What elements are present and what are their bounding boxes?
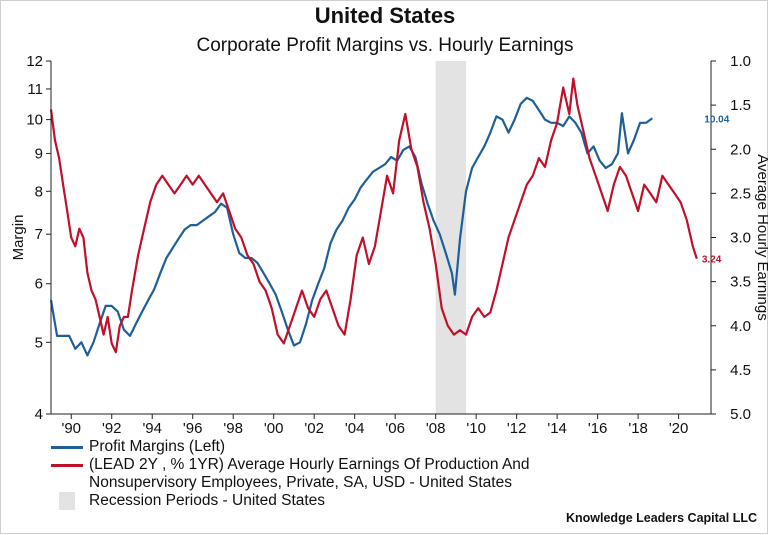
y2-tick-label: 4.0 <box>730 318 751 335</box>
y2-axis-label: Average Hourly Earnings <box>754 154 768 320</box>
x-tick-label: '90 <box>61 420 81 437</box>
x-tick-label: '00 <box>264 420 284 437</box>
y-tick-label: 11 <box>27 81 43 98</box>
axes: 4 5 6 7 8 9 10 11 12 1.0 1.5 2.0 2.5 3.0 3.5 4.0 4.5 5.0 '… <box>10 53 768 437</box>
legend-label-recession: Recession Periods - United States <box>89 492 326 509</box>
source-credit: Knowledge Leaders Capital LLC <box>565 511 757 525</box>
y2-tick-label: 2.5 <box>730 185 751 202</box>
legend-label-earnings-2: Nonsupervisory Employees, Private, SA, U… <box>89 474 512 491</box>
x-tick-label: '02 <box>304 420 324 437</box>
y2-tick-label: 4.5 <box>730 362 751 379</box>
x-tick-label: '14 <box>547 420 567 437</box>
end-label-profit-margins: 10.04 <box>704 114 729 125</box>
y2-tick-label: 3.0 <box>730 230 751 247</box>
y2-tick-label: 5.0 <box>730 406 751 423</box>
chart-title: United States <box>314 3 456 28</box>
legend-swatch-margin <box>51 446 83 449</box>
series-line-hourly-earnings <box>49 77 698 354</box>
x-tick-label: '16 <box>588 420 608 437</box>
y2-tick-label: 3.5 <box>730 274 751 291</box>
y-tick-label: 12 <box>26 53 43 70</box>
x-tick-label: '18 <box>628 420 648 437</box>
legend-label-earnings-1: (LEAD 2Y , % 1YR) Average Hourly Earning… <box>89 456 530 473</box>
y2-tick-label: 1.0 <box>730 53 751 70</box>
x-tick-label: '06 <box>385 420 405 437</box>
x-tick-label: '08 <box>426 420 446 437</box>
x-tick-label: '12 <box>507 420 527 437</box>
x-tick-label: '04 <box>345 420 365 437</box>
x-tick-label: '96 <box>183 420 203 437</box>
y2-tick-label: 2.0 <box>730 141 751 158</box>
y-tick-label: 4 <box>35 406 43 423</box>
x-tick-label: '98 <box>223 420 243 437</box>
end-label-hourly-earnings: 3.24 <box>702 255 722 266</box>
x-tick-label: '92 <box>102 420 122 437</box>
y-tick-label: 6 <box>35 276 43 293</box>
legend: Profit Margins (Left) (LEAD 2Y , % 1YR) … <box>51 438 651 510</box>
x-tick-label: '94 <box>142 420 162 437</box>
legend-item-margin: Profit Margins (Left) <box>51 438 651 456</box>
y-tick-label: 8 <box>35 183 43 200</box>
y-axis-label: Margin <box>10 215 27 261</box>
legend-item-earnings: (LEAD 2Y , % 1YR) Average Hourly Earning… <box>51 456 651 492</box>
series-lines <box>49 77 698 357</box>
y-tick-label: 10 <box>26 112 43 129</box>
legend-swatch-earnings <box>51 464 83 467</box>
legend-swatch-recession <box>59 492 75 510</box>
x-tick-label: '10 <box>466 420 486 437</box>
legend-label-margin: Profit Margins (Left) <box>89 438 226 455</box>
y-tick-label: 5 <box>35 334 43 351</box>
y-tick-label: 7 <box>35 226 43 243</box>
y2-tick-label: 1.5 <box>730 97 751 114</box>
legend-item-recession: Recession Periods - United States <box>51 492 651 510</box>
chart-subtitle: Corporate Profit Margins vs. Hourly Earn… <box>196 35 574 56</box>
y-tick-label: 9 <box>35 145 43 162</box>
x-tick-label: '20 <box>669 420 689 437</box>
end-labels: 10.04 3.24 <box>702 114 730 265</box>
series-line-profit-margins <box>49 96 653 357</box>
